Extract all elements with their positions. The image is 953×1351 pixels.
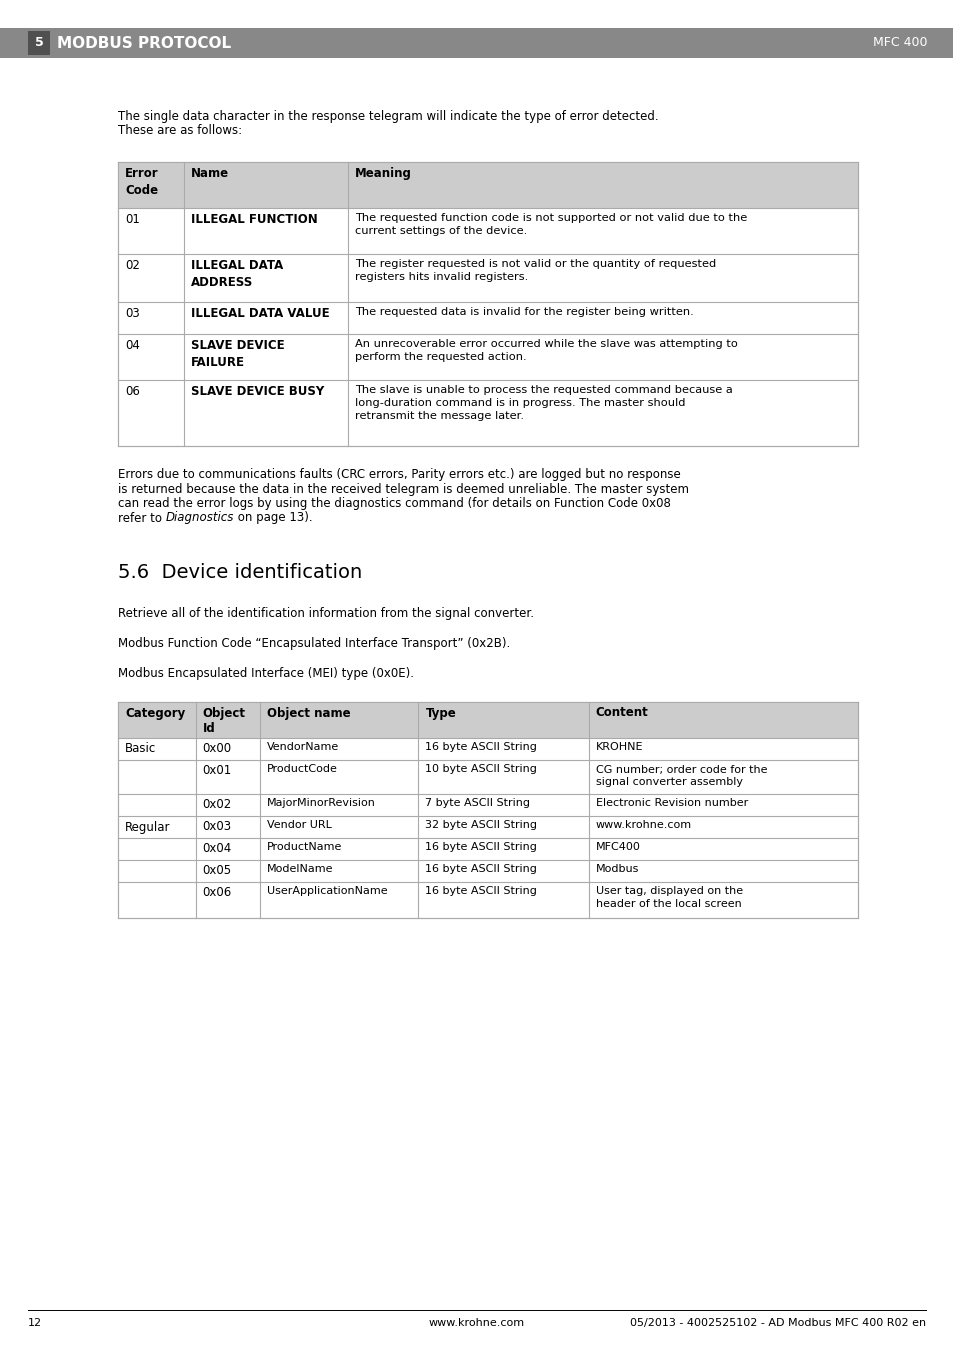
Text: Object
Id: Object Id: [202, 707, 246, 735]
Text: MFC400: MFC400: [595, 843, 639, 852]
Text: 12: 12: [28, 1319, 42, 1328]
Text: MajorMinorRevision: MajorMinorRevision: [267, 798, 375, 808]
Text: 16 byte ASCII String: 16 byte ASCII String: [425, 843, 537, 852]
Text: Basic: Basic: [125, 743, 156, 755]
Text: The single data character in the response telegram will indicate the type of err: The single data character in the respons…: [118, 109, 658, 123]
Text: 0x06: 0x06: [202, 886, 232, 900]
Text: Meaning: Meaning: [355, 168, 412, 180]
Text: ILLEGAL FUNCTION: ILLEGAL FUNCTION: [191, 213, 317, 226]
Text: Electronic Revision number: Electronic Revision number: [595, 798, 747, 808]
Text: ModelName: ModelName: [267, 865, 334, 874]
Text: 0x01: 0x01: [202, 765, 232, 777]
Text: refer to: refer to: [118, 512, 166, 524]
Text: Vendor URL: Vendor URL: [267, 820, 332, 831]
Bar: [118, 162, 857, 446]
Text: 16 byte ASCII String: 16 byte ASCII String: [425, 886, 537, 897]
Text: Error
Code: Error Code: [125, 168, 158, 196]
Text: 05/2013 - 4002525102 - AD Modbus MFC 400 R02 en: 05/2013 - 4002525102 - AD Modbus MFC 400…: [629, 1319, 925, 1328]
Text: on page 13).: on page 13).: [233, 512, 313, 524]
Text: 0x05: 0x05: [202, 865, 232, 878]
Text: 7 byte ASCII String: 7 byte ASCII String: [425, 798, 530, 808]
Bar: [118, 701, 857, 917]
Text: The requested function code is not supported or not valid due to the
current set: The requested function code is not suppo…: [355, 213, 746, 236]
Text: Modbus Function Code “Encapsulated Interface Transport” (0x2B).: Modbus Function Code “Encapsulated Inter…: [118, 638, 510, 650]
Text: MFC 400: MFC 400: [873, 36, 927, 50]
Text: SLAVE DEVICE BUSY: SLAVE DEVICE BUSY: [191, 385, 324, 399]
Text: CG number; order code for the
signal converter assembly: CG number; order code for the signal con…: [595, 765, 766, 788]
Text: Category: Category: [125, 707, 185, 720]
Text: 5.6  Device identification: 5.6 Device identification: [118, 563, 362, 582]
Text: Type: Type: [425, 707, 456, 720]
Text: 01: 01: [125, 213, 140, 226]
Text: Object name: Object name: [267, 707, 351, 720]
Text: can read the error logs by using the diagnostics command (for details on Functio: can read the error logs by using the dia…: [118, 497, 670, 509]
Text: ILLEGAL DATA VALUE: ILLEGAL DATA VALUE: [191, 307, 330, 320]
Text: 03: 03: [125, 307, 139, 320]
Text: www.krohne.com: www.krohne.com: [429, 1319, 524, 1328]
Text: www.krohne.com: www.krohne.com: [595, 820, 691, 831]
Text: is returned because the data in the received telegram is deemed unreliable. The : is returned because the data in the rece…: [118, 482, 688, 496]
Text: Modbus: Modbus: [595, 865, 639, 874]
Text: VendorName: VendorName: [267, 743, 339, 753]
Text: 02: 02: [125, 259, 140, 272]
Text: SLAVE DEVICE
FAILURE: SLAVE DEVICE FAILURE: [191, 339, 284, 369]
Text: 32 byte ASCII String: 32 byte ASCII String: [425, 820, 537, 831]
Bar: [118, 162, 857, 208]
Text: The slave is unable to process the requested command because a
long-duration com: The slave is unable to process the reque…: [355, 385, 732, 420]
Text: 0x03: 0x03: [202, 820, 232, 834]
Text: These are as follows:: These are as follows:: [118, 124, 242, 138]
Text: Content: Content: [595, 707, 648, 720]
Text: 0x00: 0x00: [202, 743, 232, 755]
Text: ProductCode: ProductCode: [267, 765, 337, 774]
Text: 5: 5: [34, 36, 43, 50]
Text: Regular: Regular: [125, 820, 171, 834]
Text: The register requested is not valid or the quantity of requested
registers hits : The register requested is not valid or t…: [355, 259, 716, 282]
Bar: [118, 701, 857, 738]
Bar: [0, 28, 953, 58]
Text: 0x04: 0x04: [202, 843, 232, 855]
Bar: [28, 31, 50, 55]
Text: Diagnostics: Diagnostics: [166, 512, 233, 524]
Text: Errors due to communications faults (CRC errors, Parity errors etc.) are logged : Errors due to communications faults (CRC…: [118, 467, 680, 481]
Text: User tag, displayed on the
header of the local screen: User tag, displayed on the header of the…: [595, 886, 742, 909]
Text: 04: 04: [125, 339, 140, 353]
Text: 0x02: 0x02: [202, 798, 232, 812]
Text: 16 byte ASCII String: 16 byte ASCII String: [425, 743, 537, 753]
Text: UserApplicationName: UserApplicationName: [267, 886, 387, 897]
Text: Name: Name: [191, 168, 229, 180]
Text: KROHNE: KROHNE: [595, 743, 642, 753]
Text: 10 byte ASCII String: 10 byte ASCII String: [425, 765, 537, 774]
Text: 16 byte ASCII String: 16 byte ASCII String: [425, 865, 537, 874]
Text: Modbus Encapsulated Interface (MEI) type (0x0E).: Modbus Encapsulated Interface (MEI) type…: [118, 667, 414, 681]
Text: Retrieve all of the identification information from the signal converter.: Retrieve all of the identification infor…: [118, 608, 534, 620]
Text: ILLEGAL DATA
ADDRESS: ILLEGAL DATA ADDRESS: [191, 259, 283, 289]
Text: MODBUS PROTOCOL: MODBUS PROTOCOL: [57, 35, 231, 50]
Text: The requested data is invalid for the register being written.: The requested data is invalid for the re…: [355, 307, 693, 317]
Text: An unrecoverable error occurred while the slave was attempting to
perform the re: An unrecoverable error occurred while th…: [355, 339, 737, 362]
Text: ProductName: ProductName: [267, 843, 342, 852]
Text: 06: 06: [125, 385, 140, 399]
